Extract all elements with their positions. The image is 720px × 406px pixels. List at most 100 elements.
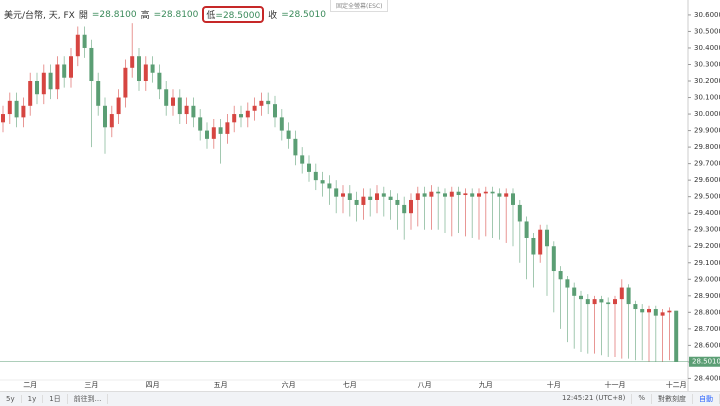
candle-body bbox=[667, 310, 672, 313]
x-tick-label: 五月 bbox=[214, 381, 228, 389]
candle-body bbox=[381, 193, 386, 197]
y-tick-label: 30.2000 bbox=[694, 77, 720, 85]
candle-body bbox=[341, 193, 345, 197]
candle-body bbox=[320, 180, 325, 184]
x-tick-label: 十月 bbox=[547, 380, 561, 389]
auto-button[interactable]: 自動 bbox=[693, 394, 720, 404]
candle-body bbox=[579, 295, 583, 300]
candle-body bbox=[28, 81, 33, 106]
candle-body bbox=[463, 193, 468, 196]
candle-body bbox=[470, 193, 475, 197]
x-tick-label: 十二月 bbox=[666, 380, 687, 389]
chart: 28.400028.500028.600028.700028.800028.90… bbox=[0, 0, 720, 391]
candle-body bbox=[75, 34, 80, 57]
candle-body bbox=[592, 299, 597, 305]
legend-header: 美元/台幣, 天, FX 開 =28.8100 高 =28.8100 低=28.50… bbox=[4, 6, 326, 23]
y-tick-label: 28.6000 bbox=[694, 341, 720, 349]
candle-body bbox=[443, 193, 447, 197]
candle-body bbox=[177, 97, 182, 115]
y-tick-label: 30.6000 bbox=[694, 11, 720, 19]
candle-body bbox=[109, 114, 114, 128]
candle-body bbox=[490, 191, 495, 194]
candle-body bbox=[35, 81, 39, 95]
candle-body bbox=[116, 97, 121, 115]
candle-body bbox=[531, 237, 536, 255]
candle-body bbox=[293, 138, 298, 156]
last-price-tag bbox=[689, 356, 720, 367]
candle-body bbox=[307, 163, 311, 172]
y-tick-label: 29.6000 bbox=[694, 176, 720, 184]
range-button[interactable]: 1日 bbox=[43, 394, 68, 404]
label: 高 bbox=[140, 11, 150, 21]
candle-body bbox=[640, 309, 645, 313]
range-button[interactable]: 1y bbox=[22, 395, 44, 403]
candle-body bbox=[402, 204, 407, 214]
y-tick-label: 29.1000 bbox=[694, 259, 720, 267]
x-tick-label: 四月 bbox=[146, 381, 160, 389]
candle-body bbox=[545, 229, 549, 247]
value: =28.8100 bbox=[91, 9, 137, 20]
label: 收 bbox=[268, 11, 278, 21]
candle-body bbox=[456, 191, 461, 196]
candle-body bbox=[395, 199, 400, 205]
candle-body bbox=[239, 114, 243, 118]
candle-body bbox=[565, 279, 570, 288]
candle-body bbox=[103, 105, 107, 128]
last-price-label: 28.5010 bbox=[692, 358, 720, 366]
x-tick-label: 六月 bbox=[282, 380, 296, 389]
candle-body bbox=[259, 100, 264, 106]
candle-body bbox=[21, 105, 26, 118]
x-tick-label: 二月 bbox=[23, 381, 37, 389]
candle-body bbox=[89, 47, 94, 82]
toolbar-right: 12:45:21 (UTC+8) % 對數刻度 自動 bbox=[556, 394, 720, 404]
log-button[interactable]: 對數刻度 bbox=[652, 394, 693, 404]
candle-body bbox=[164, 89, 169, 106]
candle-body bbox=[7, 100, 12, 115]
candle-body bbox=[558, 271, 563, 280]
candle-body bbox=[55, 64, 60, 90]
y-tick-label: 29.8000 bbox=[694, 143, 720, 151]
label: 低 bbox=[206, 11, 216, 21]
y-tick-label: 28.8000 bbox=[694, 308, 720, 316]
y-tick-label: 30.0000 bbox=[694, 110, 720, 118]
x-tick-label: 七月 bbox=[343, 380, 357, 389]
candle-body bbox=[266, 100, 271, 105]
fullscreen-hint[interactable]: 固定全螢幕(ESC) bbox=[330, 0, 389, 12]
candle-body bbox=[504, 193, 509, 197]
candle-body bbox=[626, 287, 631, 305]
candle-body bbox=[599, 299, 604, 303]
y-tick-label: 29.9000 bbox=[694, 127, 720, 135]
candle-body bbox=[619, 287, 624, 300]
candle-body bbox=[225, 122, 230, 134]
candle-body bbox=[327, 183, 332, 189]
candle-body bbox=[354, 199, 359, 205]
y-tick-label: 29.4000 bbox=[694, 209, 720, 217]
percent-button[interactable]: % bbox=[632, 394, 652, 404]
candle-body bbox=[1, 114, 5, 123]
x-tick-label: 八月 bbox=[418, 381, 432, 389]
candle-body bbox=[14, 100, 19, 118]
candle-body bbox=[273, 104, 277, 118]
value: =28.5000 bbox=[215, 11, 261, 21]
y-tick-label: 29.7000 bbox=[694, 160, 720, 168]
goto-button[interactable]: 前往到... bbox=[68, 394, 109, 404]
range-button[interactable]: 5y bbox=[0, 395, 22, 403]
candle-body bbox=[606, 302, 611, 305]
symbol[interactable]: 美元/台幣, 天, FX bbox=[4, 11, 75, 21]
candle-body bbox=[198, 117, 203, 131]
y-tick-label: 29.0000 bbox=[694, 275, 720, 283]
candle-body bbox=[143, 64, 148, 82]
y-tick-label: 30.4000 bbox=[694, 44, 720, 52]
candle-body bbox=[313, 171, 318, 181]
candle-body bbox=[483, 191, 488, 194]
candle-body bbox=[647, 309, 651, 313]
y-tick-label: 30.1000 bbox=[694, 94, 720, 102]
candle-body bbox=[409, 199, 413, 214]
toolbar: 5y 1y 1日 前往到... 12:45:21 (UTC+8) % 對數刻度 … bbox=[0, 391, 720, 406]
candle-body bbox=[211, 127, 216, 139]
candle-body bbox=[415, 193, 420, 200]
candle-body bbox=[347, 193, 352, 200]
candle-body bbox=[62, 64, 67, 78]
candle-body bbox=[123, 67, 128, 98]
candle-body bbox=[375, 193, 379, 200]
